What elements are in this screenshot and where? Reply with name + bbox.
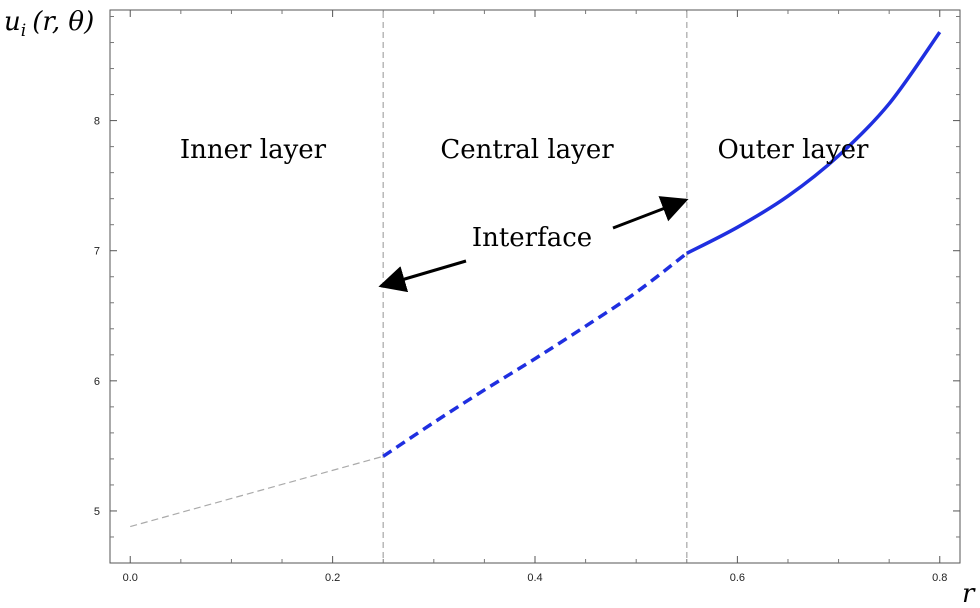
y-axis-ticks: 5 6 7 8 <box>94 16 960 538</box>
y-tick-label: 6 <box>94 376 100 388</box>
y-tick-label: 7 <box>94 246 100 258</box>
y-tick-label: 8 <box>94 116 100 128</box>
x-axis-label: r <box>962 579 976 608</box>
series-line-3 <box>685 31 942 255</box>
x-tick-label: 0.8 <box>932 572 947 584</box>
x-axis-ticks: 0.0 0.2 0.4 0.6 0.8 <box>123 10 947 584</box>
x-tick-label: 0.4 <box>527 572 542 584</box>
x-tick-label: 0.2 <box>325 572 340 584</box>
region-label-inner: Inner layer <box>180 135 327 165</box>
region-label-outer: Outer layer <box>718 135 869 165</box>
y-tick-label: 5 <box>94 506 100 518</box>
interface-arrow-right <box>612 196 689 230</box>
x-tick-label: 0.6 <box>730 572 745 584</box>
series-layer <box>130 31 942 528</box>
interface-annotation: Interface <box>472 223 592 253</box>
x-tick-label: 0.0 <box>123 572 138 584</box>
series-line-2 <box>382 251 688 458</box>
y-axis-label-var: u <box>4 7 21 37</box>
interface-arrow-left <box>378 259 467 293</box>
plot-frame <box>109 9 961 564</box>
y-axis-label-args: (r, θ) <box>32 7 94 37</box>
region-label-central: Central layer <box>440 135 614 165</box>
series-line-1 <box>130 455 384 528</box>
y-axis-label: ui (r, θ) <box>4 7 94 41</box>
y-axis-label-sub: i <box>21 21 26 41</box>
